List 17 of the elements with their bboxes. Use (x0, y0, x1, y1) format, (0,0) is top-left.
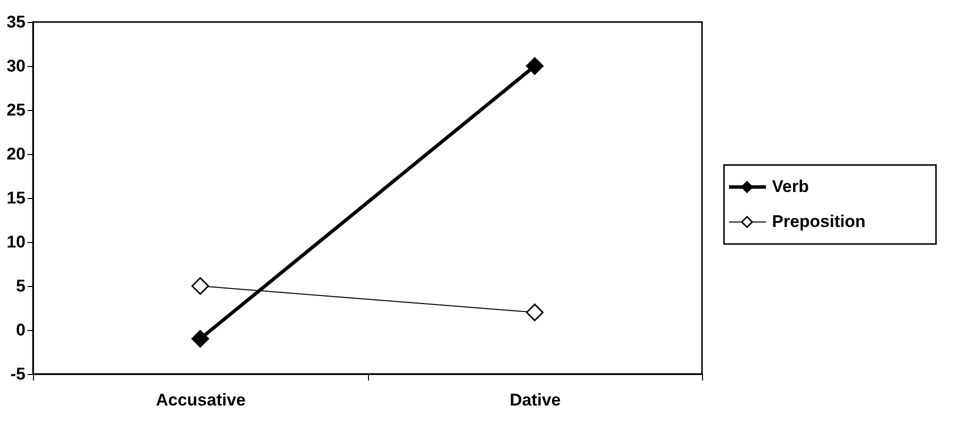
legend-label: Verb (772, 177, 809, 196)
point (526, 304, 544, 322)
y-tick-label: 30 (6, 56, 26, 76)
y-tick-label: 20 (6, 144, 26, 164)
y-tick-label: 15 (6, 188, 26, 208)
y-tick-label: 10 (6, 232, 26, 252)
y-tick-label: 35 (6, 12, 26, 32)
legend-label: Preposition (772, 212, 866, 231)
point (526, 57, 544, 75)
y-tick-label: 25 (6, 100, 26, 120)
point (191, 330, 210, 348)
y-tick-label: 5 (16, 276, 26, 296)
y-tick-label: 0 (16, 320, 26, 340)
x-tick-label: Accusative (156, 390, 246, 410)
point (191, 277, 210, 295)
y-tick-label: -5 (10, 364, 26, 384)
x-tick-label: Dative (510, 390, 561, 410)
